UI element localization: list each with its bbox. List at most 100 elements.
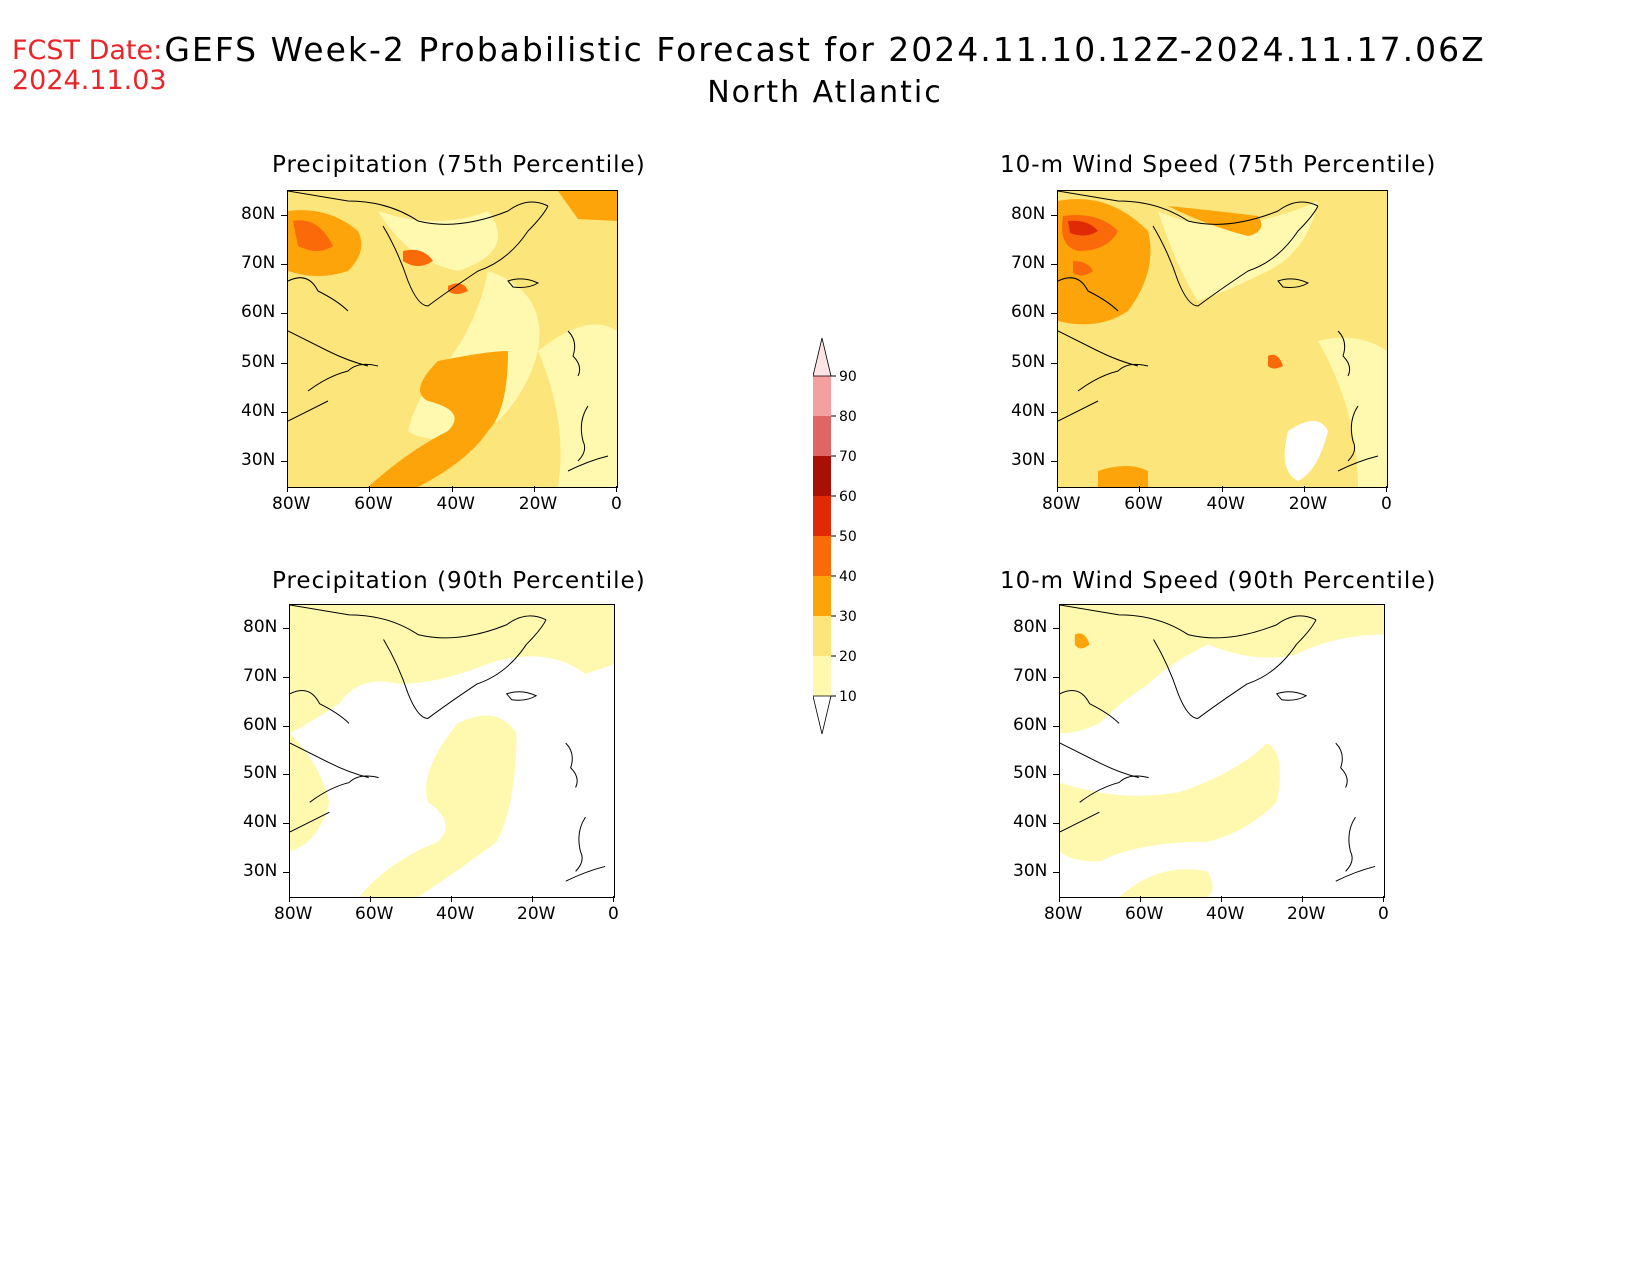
colorbar-bottom-cap (812, 695, 832, 735)
lon-tick-label: 60W (1125, 904, 1164, 924)
field-30-baffin (1074, 633, 1090, 649)
lat-tick-mark (1051, 313, 1057, 315)
lon-tick-mark (289, 896, 290, 902)
lat-tick-mark (1053, 725, 1059, 727)
lon-tick-label: 80W (272, 494, 311, 514)
colorbar-box (813, 416, 831, 456)
colorbar-label: 70 (839, 449, 857, 465)
lat-tick-label: 60N (241, 302, 276, 323)
lon-tick-label: 20W (1288, 494, 1328, 514)
lat-tick-label: 80N (1013, 617, 1048, 638)
coast-iceland (1275, 691, 1308, 701)
coast-north-america (1058, 277, 1149, 422)
colorbar-box (813, 536, 831, 576)
colorbar-svg: 10 20 30 40 50 60 70 80 90 (812, 337, 857, 735)
panel-title-precip75: Precipitation (75th Percentile) (272, 152, 646, 178)
lat-tick-mark (283, 774, 289, 776)
lon-tick-label: 0 (608, 904, 619, 924)
lat-tick-label: 40N (241, 401, 276, 421)
coast-greenland (1152, 205, 1319, 307)
lat-tick-mark (283, 628, 289, 630)
lon-tick-label: 80W (1042, 494, 1081, 514)
map-wind90 (1059, 604, 1385, 898)
lon-tick-mark (1139, 486, 1141, 492)
lon-tick-label: 40W (436, 904, 475, 924)
field-white-sw (1284, 421, 1328, 481)
coast-greenland-north (1060, 605, 1317, 639)
field-10-west (290, 733, 330, 852)
lat-tick-label: 30N (241, 450, 276, 471)
coast-greenland-north (1058, 191, 1319, 225)
colorbar-label: 60 (839, 489, 857, 505)
lat-tick-label: 40N (1013, 812, 1048, 832)
field-30-north (1168, 206, 1262, 236)
coast-europe (1337, 330, 1379, 472)
coast-iceland (505, 691, 538, 701)
map-precip75-svg (288, 191, 617, 487)
lon-tick-label: 20W (1287, 904, 1326, 924)
lat-tick-label: 30N (1011, 450, 1046, 471)
colorbar-box (813, 456, 831, 496)
colorbar-label: 10 (839, 689, 857, 705)
field-40-midatl (1268, 354, 1283, 369)
field-10-central (1060, 743, 1280, 862)
lat-tick-label: 50N (241, 351, 276, 372)
map-precip90 (289, 604, 615, 898)
lat-tick-label: 60N (243, 714, 278, 735)
lat-tick-label: 60N (1011, 302, 1046, 323)
colorbar-label: 20 (839, 649, 857, 665)
field-40-greenland (403, 249, 433, 266)
coast-iceland (1277, 278, 1310, 288)
lon-tick-label: 80W (1044, 904, 1083, 924)
field-40-labrador (1073, 261, 1093, 276)
lon-tick-label: 80W (274, 904, 313, 924)
coast-iceland (507, 278, 540, 288)
lat-tick-label: 70N (243, 666, 278, 686)
page-title: GEFS Week-2 Probabilistic Forecast for 2… (0, 30, 1650, 110)
coast-north-america (1060, 690, 1149, 833)
lat-tick-mark (1053, 677, 1059, 678)
lon-tick-mark (451, 896, 452, 902)
lon-tick-mark (369, 486, 371, 492)
colorbar-box (813, 656, 831, 696)
lon-tick-mark (613, 896, 614, 902)
colorbar-box (813, 616, 831, 656)
lat-tick-mark (283, 677, 289, 678)
lon-tick-mark (1140, 896, 1141, 902)
coast-greenland (383, 619, 547, 719)
lon-tick-mark (1057, 486, 1058, 492)
lat-tick-mark (1053, 628, 1059, 630)
colorbar: 10 20 30 40 50 60 70 80 90 (812, 336, 873, 736)
field-10-south (1119, 869, 1213, 897)
field-30-south (1098, 466, 1148, 487)
lon-tick-label: 60W (354, 494, 393, 514)
lat-tick-label: 40N (243, 812, 278, 832)
lat-tick-mark (283, 725, 289, 727)
lon-tick-label: 0 (1378, 904, 1389, 924)
lat-tick-mark (1051, 412, 1057, 413)
coast-europe (1335, 742, 1376, 882)
field-10-greenland (1158, 201, 1318, 301)
lon-tick-label: 40W (1206, 904, 1245, 924)
lon-tick-label: 40W (436, 494, 475, 514)
coast-greenland-north (288, 191, 549, 225)
lon-tick-mark (370, 896, 371, 902)
coast-greenland (382, 205, 549, 307)
lat-tick-mark (1051, 214, 1057, 216)
lon-tick-mark (451, 486, 453, 492)
lat-tick-mark (1053, 823, 1059, 824)
fcst-date-block: FCST Date: 2024.11.03 (12, 36, 167, 96)
colorbar-label: 40 (839, 569, 857, 585)
coast-greenland-north (290, 605, 547, 639)
field-10-central (358, 715, 517, 897)
colorbar-box (813, 576, 831, 616)
lat-tick-label: 30N (243, 860, 278, 881)
lon-tick-label: 0 (1381, 494, 1392, 514)
colorbar-top-cap (812, 337, 832, 377)
lon-tick-label: 60W (355, 904, 394, 924)
lat-tick-label: 70N (1013, 666, 1048, 686)
lat-tick-label: 80N (1011, 203, 1046, 224)
map-wind90-svg (1060, 605, 1384, 897)
lat-tick-mark (281, 313, 287, 315)
colorbar-label: 30 (839, 609, 857, 625)
